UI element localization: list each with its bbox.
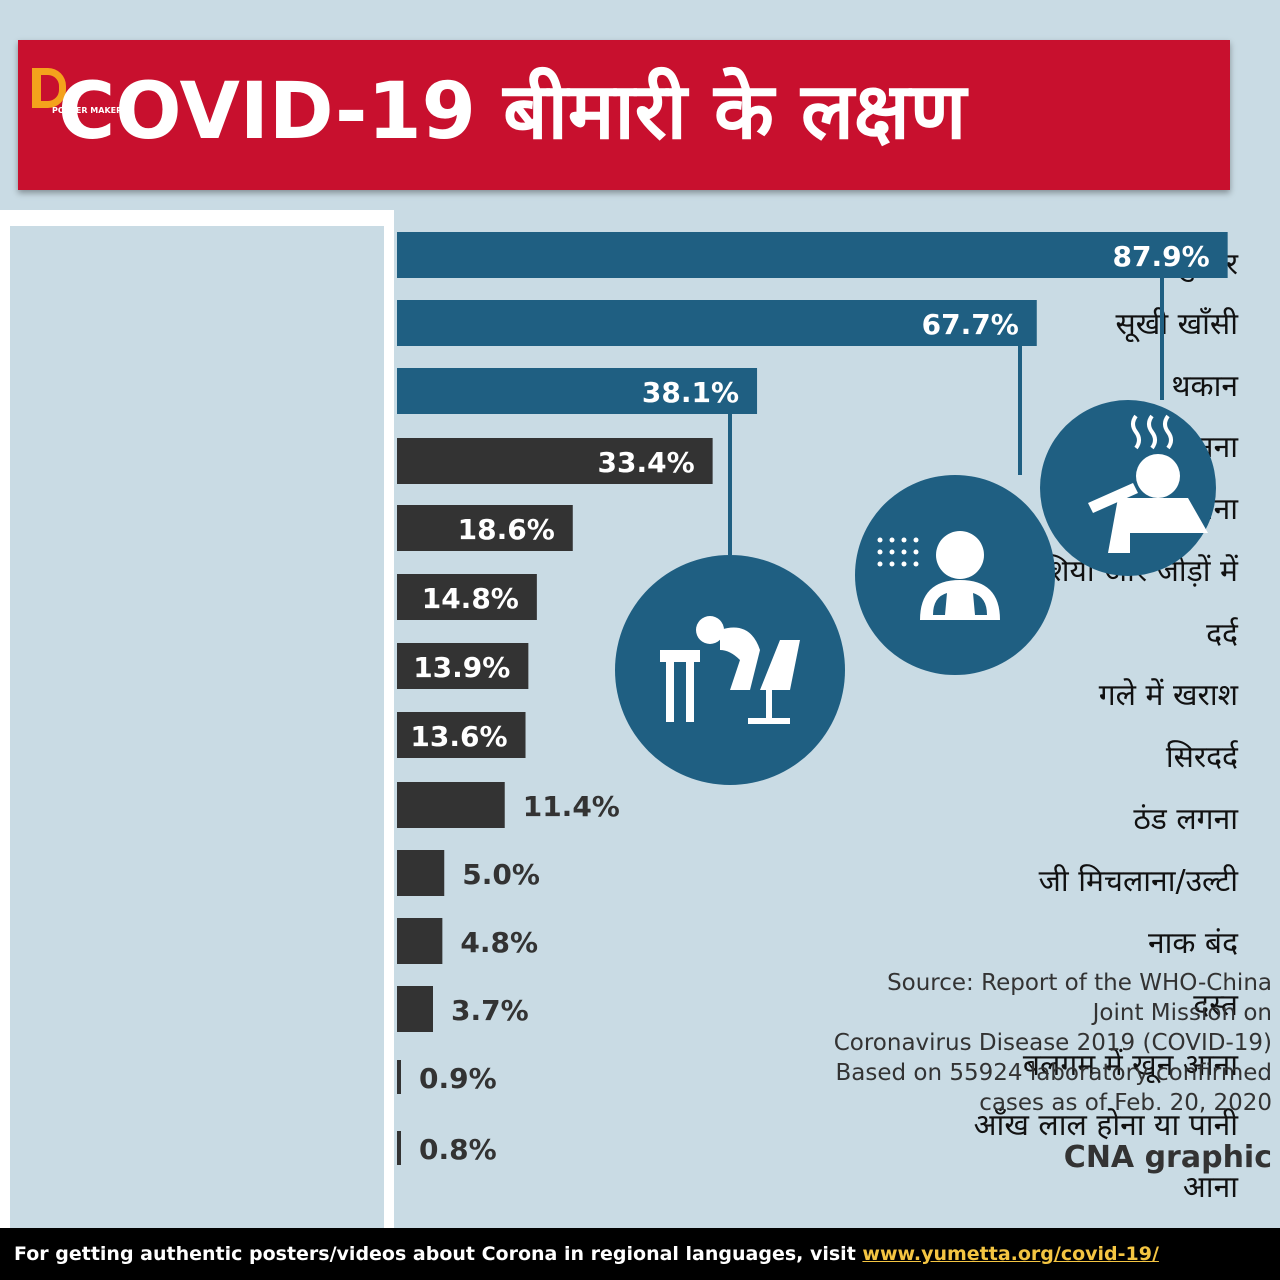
bar-11 [397,918,443,964]
bar-value-label: 4.8% [460,926,538,959]
category-label: दर्द [1206,617,1238,652]
poster-maker-logo: POSTER MAKER [32,68,122,128]
bar-14 [397,1131,401,1165]
bar-1 [397,232,1228,278]
source-line: cases as of Feb. 20, 2020 [979,1090,1272,1116]
bar-value-label: 0.9% [419,1062,497,1095]
title-banner: POSTER MAKER COVID-19 बीमारी के लक्षण [18,40,1230,190]
bar-value-label: 33.4% [597,446,694,479]
bar-value-label: 5.0% [462,858,540,891]
fever-person-icon [1040,400,1216,576]
category-label: सिरदर्द [1165,740,1238,775]
category-label: नाक बंद [1147,926,1238,961]
footer-link[interactable]: www.yumetta.org/covid-19/ [862,1243,1159,1265]
bar-value-label: 3.7% [451,994,529,1027]
bar-value-label: 11.4% [523,790,620,823]
page-title: COVID-19 बीमारी के लक्षण [58,67,967,157]
graphic-credit: CNA graphic [1063,1140,1272,1175]
bar-value-label: 13.6% [410,720,507,753]
bar-value-label: 13.9% [413,651,510,684]
bar-value-label: 14.8% [422,582,519,615]
bar-9 [397,782,505,828]
bar-value-label: 87.9% [1113,240,1210,273]
bar-7 [397,643,529,689]
bar-4 [397,438,713,484]
fatigue-person-icon [615,555,845,785]
bar-value-label: 18.6% [458,513,555,546]
source-line: Source: Report of the WHO-China [887,970,1272,996]
dry-cough-person-icon [855,475,1055,675]
category-label: आँख लाल होना या पानी [973,1108,1238,1143]
bar-8 [397,712,526,758]
category-label-panel-inner [10,226,384,1228]
footer-bar: For getting authentic posters/videos abo… [0,1228,1280,1280]
source-note: Source: Report of the WHO-China Joint Mi… [672,968,1272,1118]
logo-text: POSTER MAKER [52,106,123,115]
category-label: आना [1182,1170,1238,1205]
bar-chart: 87.9% 67.7% 38.1% 33.4% 18.6% 14.8% 13.9% 13.6%… [397,232,1228,1166]
source-line: Joint Mission on [1092,1000,1272,1026]
category-label: ठंड लगना [1133,802,1238,837]
logo-p-icon [32,68,66,108]
category-label: दस्त [1193,988,1238,1023]
bar-value-label: 0.8% [419,1133,497,1166]
source-line: Based on 55924 laboratory confirmed [835,1060,1272,1086]
source-line: Coronavirus Disease 2019 (COVID-19) [833,1030,1272,1056]
category-label: थकान [1171,369,1238,404]
bar-6 [397,574,537,620]
bar-value-label: 67.7% [922,308,1019,341]
bar-3 [397,368,758,414]
category-label: गले में खराश [1098,678,1238,713]
category-label: जी मिचलाना/उल्टी [1038,864,1238,899]
category-label-panel [0,210,394,1228]
bar-value-label: 38.1% [642,376,739,409]
bar-13 [397,1060,401,1094]
bar-12 [397,986,433,1032]
category-label: बलगम में खून आना [1022,1048,1238,1083]
bar-2 [397,300,1037,346]
bar-5 [397,505,573,551]
category-label: सूखी खाँसी [1115,307,1239,342]
bar-10 [397,850,445,896]
footer-text: For getting authentic posters/videos abo… [14,1243,863,1265]
